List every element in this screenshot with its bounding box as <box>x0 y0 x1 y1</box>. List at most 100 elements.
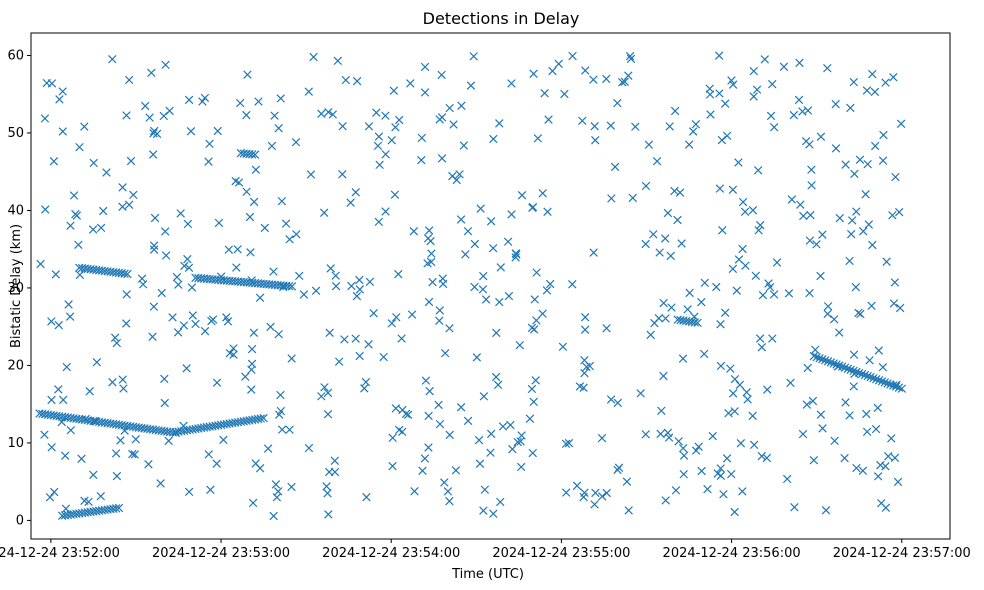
detection-point <box>727 469 736 479</box>
detection-point <box>81 414 91 424</box>
detection-point <box>846 229 856 239</box>
detection-point <box>533 134 543 143</box>
detection-point <box>259 413 268 423</box>
detection-point <box>456 215 466 224</box>
detection-point <box>435 115 444 124</box>
detection-point <box>582 362 591 372</box>
detection-point <box>242 110 251 120</box>
y-axis-label: Bistatic Delay (km) <box>9 224 24 348</box>
x-axis: 2024-12-24 23:52:00 2024-12-24 23:53:00 20… <box>0 539 971 561</box>
detection-point <box>381 207 390 216</box>
detection-point <box>748 206 758 215</box>
detection-point <box>772 258 782 267</box>
detection-point <box>762 453 772 463</box>
detection-point <box>277 425 287 434</box>
detection-point <box>823 63 832 73</box>
detection-point <box>538 189 547 198</box>
detection-point <box>200 93 210 103</box>
detection-point <box>184 95 194 105</box>
detection-point <box>212 378 222 387</box>
detection-point <box>445 496 454 506</box>
detection-point <box>806 210 815 220</box>
detection-point <box>673 215 682 225</box>
detection-point <box>517 431 526 440</box>
detection-point <box>449 120 458 129</box>
detection-point <box>440 348 450 358</box>
detection-point <box>769 290 779 299</box>
detection-point <box>753 166 763 175</box>
detection-point <box>277 196 287 206</box>
detection-point <box>263 444 273 453</box>
detection-point <box>863 371 872 381</box>
detection-point <box>272 493 282 502</box>
detection-point <box>734 158 743 167</box>
detection-point <box>663 428 673 438</box>
detection-point <box>389 86 399 95</box>
detection-point <box>461 250 470 259</box>
detection-point <box>847 216 857 225</box>
detection-point <box>548 66 557 76</box>
detection-point <box>122 111 131 120</box>
detection-point <box>241 372 250 381</box>
detection-point <box>767 79 777 89</box>
detection-point <box>540 89 549 98</box>
detection-point <box>279 282 288 292</box>
detection-point <box>74 240 83 250</box>
detection-point <box>809 456 819 465</box>
detection-point <box>157 288 166 298</box>
detection-point <box>182 364 191 373</box>
y-tick-label: 40 <box>7 203 24 218</box>
detection-point <box>889 73 898 82</box>
detection-point <box>130 450 139 459</box>
detection-point <box>872 374 881 384</box>
detection-point <box>123 269 132 279</box>
detection-point <box>285 425 294 434</box>
detection-point <box>849 382 858 391</box>
detection-point <box>148 332 157 341</box>
detection-point <box>85 387 94 396</box>
detection-point <box>331 271 340 280</box>
detection-point <box>247 359 257 369</box>
detection-point <box>641 430 650 439</box>
detection-point <box>678 354 688 363</box>
detection-point <box>732 286 742 295</box>
detection-point <box>323 388 333 398</box>
detection-point <box>624 506 633 515</box>
detection-point <box>561 439 571 449</box>
detection-point <box>683 305 692 314</box>
detection-point <box>397 334 406 343</box>
detection-point <box>693 318 702 328</box>
x-tick-label: 2024-12-24 23:55:00 <box>492 546 630 561</box>
detection-point <box>403 410 413 420</box>
detection-point <box>751 271 761 281</box>
detection-point <box>610 162 620 172</box>
detection-point <box>66 221 75 230</box>
detection-point <box>831 99 840 109</box>
detection-point <box>528 202 538 212</box>
detection-point <box>532 268 541 277</box>
detection-point <box>60 451 70 460</box>
detection-point <box>112 471 122 481</box>
detection-point <box>160 398 169 408</box>
detection-point <box>54 385 63 394</box>
detection-point <box>372 108 381 117</box>
detection-point <box>424 411 433 421</box>
detection-point <box>281 219 291 228</box>
detection-point <box>760 55 770 64</box>
detection-point <box>387 136 396 145</box>
detection-point <box>179 321 189 330</box>
detection-point <box>852 207 861 216</box>
detection-point <box>862 427 872 437</box>
detection-point <box>120 426 129 435</box>
detection-point <box>247 276 256 285</box>
detection-point <box>755 334 765 343</box>
detection-point <box>119 384 128 393</box>
detection-point <box>379 352 388 362</box>
detection-point <box>818 355 827 364</box>
detection-point <box>204 450 213 459</box>
detection-point <box>878 156 888 165</box>
detection-point <box>831 144 841 153</box>
detection-point <box>674 437 683 446</box>
detection-point <box>659 371 668 381</box>
